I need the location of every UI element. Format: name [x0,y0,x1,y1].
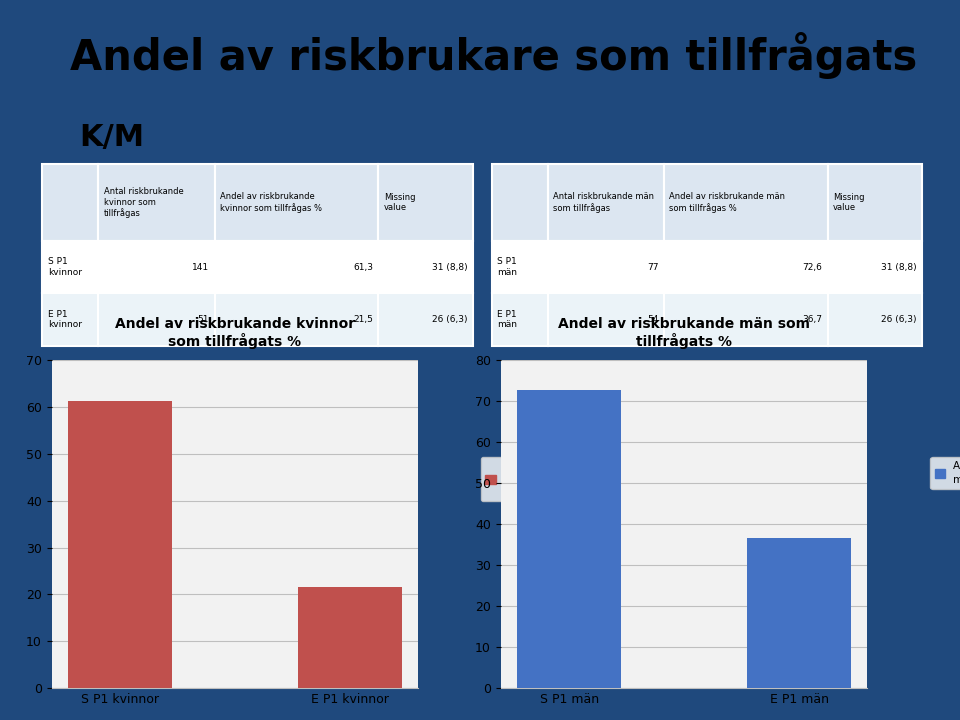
FancyBboxPatch shape [492,240,547,293]
FancyBboxPatch shape [547,240,664,293]
FancyBboxPatch shape [215,293,378,346]
Text: 31 (8,8): 31 (8,8) [432,263,468,271]
FancyBboxPatch shape [378,240,473,293]
Text: 77: 77 [647,263,659,271]
FancyBboxPatch shape [98,164,215,240]
Bar [68,401,172,688]
Text: 36,7: 36,7 [803,315,822,324]
Text: Andel av riskbrukande
kvinnor som tillfrågas %: Andel av riskbrukande kvinnor som tillfr… [220,192,323,213]
Text: Antal riskbrukande
kvinnor som
tillfrågas: Antal riskbrukande kvinnor som tillfråga… [104,187,183,218]
FancyBboxPatch shape [664,164,828,240]
Text: 51: 51 [198,315,209,324]
Text: 72,6: 72,6 [803,263,822,271]
Text: Missing
value: Missing value [833,193,865,212]
FancyBboxPatch shape [42,240,98,293]
Text: 141: 141 [192,263,209,271]
Text: 26 (6,3): 26 (6,3) [432,315,468,324]
FancyBboxPatch shape [378,164,473,240]
Text: E P1
män: E P1 män [497,310,517,330]
Bar [517,390,621,688]
FancyBboxPatch shape [492,293,547,346]
FancyBboxPatch shape [664,293,828,346]
Legend: Andel av riskbrukande
kvinnor som tillfrågas
%: Andel av riskbrukande kvinnor som tillfr… [481,457,626,501]
Text: Antal riskbrukande män
som tillfrågas: Antal riskbrukande män som tillfrågas [553,192,654,213]
FancyBboxPatch shape [42,164,98,240]
Text: S P1
kvinnor: S P1 kvinnor [48,257,82,276]
Text: 61,3: 61,3 [353,263,372,271]
Title: Andel av riskbrukande kvinnor
som tillfrågats %: Andel av riskbrukande kvinnor som tillfr… [115,317,355,349]
FancyBboxPatch shape [98,293,215,346]
FancyBboxPatch shape [215,164,378,240]
Bar [747,538,851,688]
Text: E P1
kvinnor: E P1 kvinnor [48,310,82,330]
Text: Missing
value: Missing value [384,193,416,212]
FancyBboxPatch shape [828,293,923,346]
FancyBboxPatch shape [664,240,828,293]
FancyBboxPatch shape [378,293,473,346]
FancyBboxPatch shape [98,240,215,293]
FancyBboxPatch shape [547,293,664,346]
Text: Andel av riskbrukare som tillfrågats: Andel av riskbrukare som tillfrågats [70,32,917,78]
Text: 54: 54 [647,315,659,324]
Text: 21,5: 21,5 [353,315,372,324]
FancyBboxPatch shape [828,164,923,240]
FancyBboxPatch shape [547,164,664,240]
FancyBboxPatch shape [215,240,378,293]
Text: 26 (6,3): 26 (6,3) [881,315,917,324]
Bar [299,588,401,688]
FancyBboxPatch shape [42,293,98,346]
Text: K/M: K/M [79,122,144,151]
Text: 31 (8,8): 31 (8,8) [881,263,917,271]
Legend: Andel av riskbrukande
män som tillfrågas %: Andel av riskbrukande män som tillfrågas… [930,457,960,490]
FancyBboxPatch shape [492,164,547,240]
Title: Andel av riskbrukande män som
tillfrågats %: Andel av riskbrukande män som tillfrågat… [558,317,810,349]
FancyBboxPatch shape [828,240,923,293]
Text: S P1
män: S P1 män [497,257,517,276]
Text: Andel av riskbrukande män
som tillfrågas %: Andel av riskbrukande män som tillfrågas… [669,192,785,213]
